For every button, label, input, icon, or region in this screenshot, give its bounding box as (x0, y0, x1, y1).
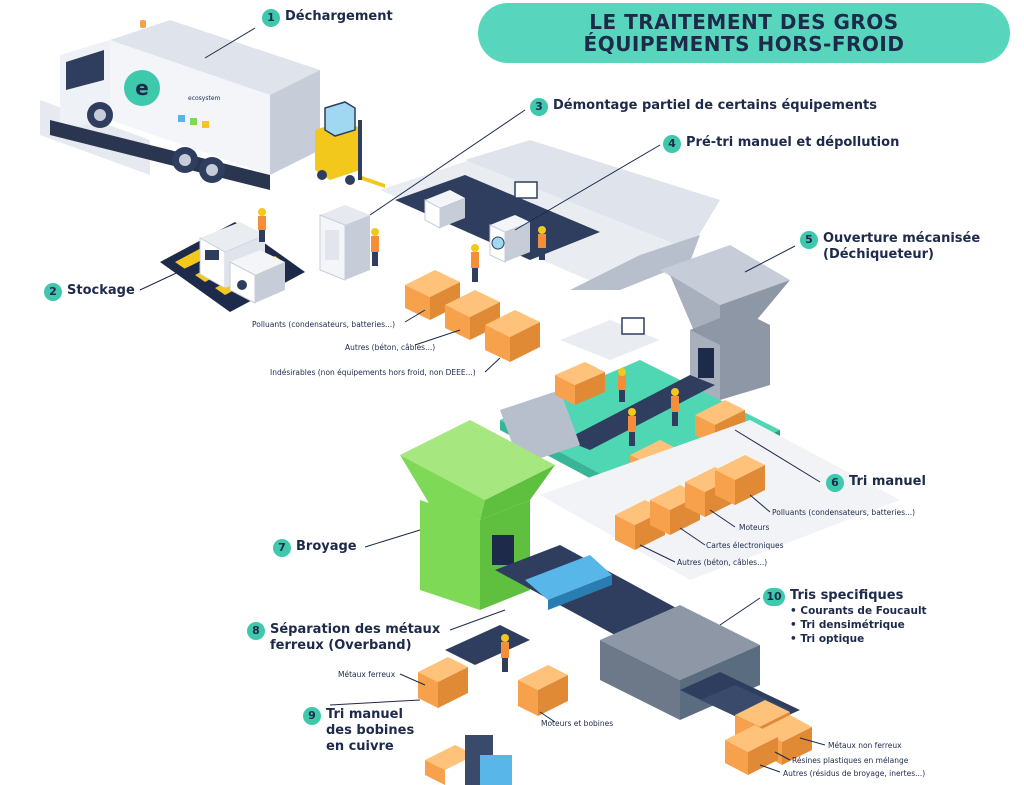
worker (371, 228, 379, 266)
title-banner: LE TRAITEMENT DES GROS ÉQUIPEMENTS HORS-… (478, 3, 1010, 63)
step-2-text: Stockage (67, 283, 135, 298)
worker (471, 244, 479, 282)
step-9-badge: 9 (303, 707, 321, 725)
step-1-label: 1 Déchargement (262, 9, 393, 27)
step-4-badge: 4 (663, 135, 681, 153)
output-label: Autres (béton, câbles...) (345, 343, 436, 352)
step-1-badge: 1 (262, 9, 280, 27)
step-7-label: 7 Broyage (273, 539, 357, 557)
step-3-label: 3 Démontage partiel de certains équipeme… (530, 98, 877, 116)
step-6-text: Tri manuel (849, 474, 926, 489)
manual-sort-bins (615, 455, 765, 550)
step-5-label: 5 Ouverture mécanisée (Déchiqueteur) (800, 231, 980, 263)
step-8-label: 8 Séparation des métaux ferreux (Overban… (247, 622, 440, 654)
step-5-badge: 5 (800, 231, 818, 249)
step-3-badge: 3 (530, 98, 548, 116)
pretri-bins (405, 270, 540, 362)
step-9-label: 9 Tri manuel des bobines en cuivre (303, 707, 414, 755)
output-label: Moteurs et bobines (541, 719, 614, 728)
grinder-hopper (400, 420, 555, 610)
step-9-text-2: des bobines (326, 723, 415, 738)
worker (671, 388, 679, 426)
dismantling-station (319, 205, 370, 281)
truck-logo-text: ecosystem (188, 95, 221, 102)
specific-sort-machine (600, 605, 812, 775)
output-label: Moteurs (739, 523, 770, 532)
step-6-badge: 6 (826, 474, 844, 492)
step-5-text-2: (Déchiqueteur) (823, 247, 934, 262)
title-line-1: LE TRAITEMENT DES GROS (589, 10, 899, 34)
bottom-equipment (425, 735, 512, 785)
step-9-text: Tri manuel (326, 707, 403, 722)
output-label: Polluants (condensateurs, batteries...) (252, 320, 396, 329)
step-10-bullet: Courants de Foucault (790, 604, 926, 618)
worker (538, 226, 546, 260)
worker (628, 408, 636, 446)
output-label: Métaux ferreux (338, 670, 396, 679)
step-10-badge: 10 (763, 588, 785, 606)
step-3-text: Démontage partiel de certains équipement… (553, 98, 878, 113)
leader-lines (139, 27, 826, 773)
step-5-text: Ouverture mécanisée (823, 231, 981, 246)
step-8-text-2: ferreux (Overband) (270, 638, 412, 653)
lower-floor (540, 420, 900, 580)
worker (501, 634, 509, 672)
worker (618, 368, 626, 402)
step-7-badge: 7 (273, 539, 291, 557)
output-label: Polluants (condensateurs, batteries...) (772, 508, 916, 517)
output-label: Métaux non ferreux (828, 741, 902, 750)
step-10-bullet: Tri optique (790, 632, 927, 646)
step-10-bullets: Courants de Foucault Tri densimétrique T… (790, 604, 927, 646)
step-8-badge: 8 (247, 622, 265, 640)
worker (258, 208, 266, 242)
overband-conveyor (445, 545, 680, 665)
step-4-label: 4 Pré-tri manuel et dépollution (663, 135, 899, 153)
step-10-bullet: Tri densimétrique (790, 618, 927, 632)
output-label: Autres (résidus de broyage, inertes...) (783, 769, 926, 778)
storage-area (160, 222, 305, 312)
forklift (315, 101, 385, 188)
pretri-line (380, 140, 720, 290)
step-6-label: 6 Tri manuel (826, 474, 926, 492)
output-label: Indésirables (non équipements hors froid… (270, 368, 476, 377)
step-10-label: 10 Tris specifiques Courants de Foucault… (763, 588, 927, 646)
step-2-label: 2 Stockage (44, 283, 135, 301)
ecosystem-logo-icon (124, 70, 160, 106)
overband-bins (418, 657, 568, 716)
step-4-text: Pré-tri manuel et dépollution (686, 135, 900, 150)
title-line-2: ÉQUIPEMENTS HORS-FROID (583, 32, 905, 56)
step-8-text: Séparation des métaux (270, 622, 441, 637)
output-label: Cartes électroniques (706, 541, 784, 550)
step-2-badge: 2 (44, 283, 62, 301)
step-9-text-3: en cuivre (326, 739, 394, 754)
truck: e ecosystem (40, 20, 320, 190)
step-10-text: Tris specifiques (790, 588, 904, 603)
step-1-text: Déchargement (285, 9, 393, 24)
step-7-text: Broyage (296, 539, 357, 554)
svg-text:e: e (135, 76, 149, 100)
output-label: Autres (béton, câbles...) (677, 558, 768, 567)
output-label: Résines plastiques en mélange (792, 756, 909, 765)
